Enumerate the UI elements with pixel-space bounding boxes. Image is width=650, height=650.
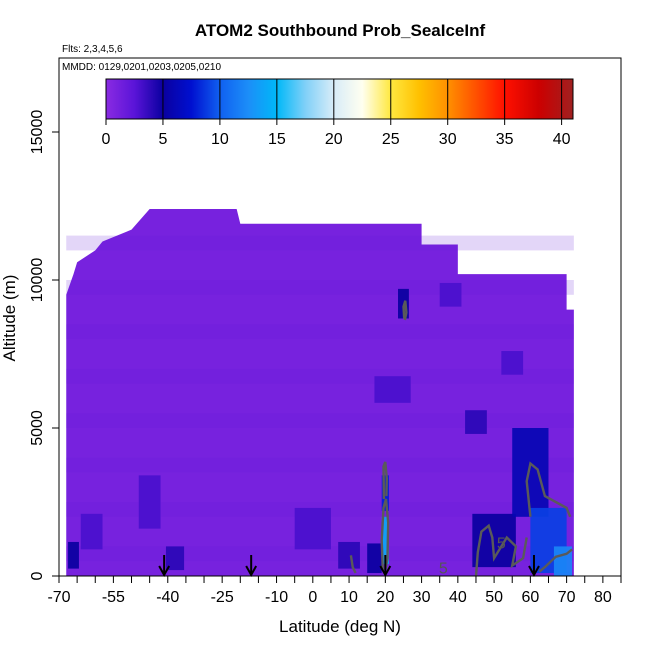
- colorbar: [106, 79, 573, 119]
- contour-lines: 55: [349, 300, 573, 578]
- flight-markers: [158, 555, 540, 578]
- field-cell: [439, 282, 462, 307]
- colorbar-tick-label: 25: [382, 131, 400, 148]
- field-cell: [338, 541, 360, 569]
- field-cell: [501, 351, 524, 375]
- y-axis: 0 5000 10000 15000: [29, 110, 59, 580]
- colorbar-tick-label: 5: [158, 131, 167, 148]
- field-cell: [165, 546, 185, 571]
- x-tick-label: -70: [47, 589, 70, 606]
- colorbar-tick-label: 10: [211, 131, 229, 148]
- field-cell: [68, 541, 79, 569]
- x-tick-label: -10: [265, 589, 288, 606]
- contour-label: 5: [439, 561, 448, 578]
- y-tick-label: 5000: [29, 410, 46, 446]
- flights-subtitle: Flts: 2,3,4,5,6: [62, 44, 123, 55]
- x-tick-label: 20: [376, 589, 394, 606]
- field-cell: [465, 410, 487, 434]
- contour-line: [402, 300, 408, 321]
- field-cell: [138, 475, 161, 529]
- field-band: [66, 457, 574, 473]
- colorbar-frame: [105, 78, 574, 120]
- field-band: [66, 324, 574, 340]
- down-arrow-marker: [379, 555, 392, 578]
- x-tick-label: 0: [308, 589, 317, 606]
- chart-title: ATOM2 Southbound Prob_SeaIceInf: [195, 21, 486, 40]
- colorbar-tick-label: 0: [102, 131, 111, 148]
- down-arrow-marker: [245, 555, 258, 578]
- x-tick-label: 60: [521, 589, 539, 606]
- field-cell: [294, 507, 331, 550]
- contour-line: [380, 498, 390, 571]
- y-axis-label: Altitude (m): [0, 275, 19, 362]
- contour-line: [525, 461, 572, 518]
- plot-frame: [58, 57, 622, 577]
- x-tick-label: 30: [413, 589, 431, 606]
- y-tick-label: 10000: [29, 258, 46, 303]
- x-tick-label: -55: [102, 589, 125, 606]
- field-cell: [512, 428, 549, 517]
- contour-line: [538, 548, 573, 573]
- contour-line: [349, 555, 357, 574]
- x-tick-label: 70: [558, 589, 576, 606]
- field-band: [66, 235, 574, 251]
- x-tick-label: 50: [485, 589, 503, 606]
- contour-line: [382, 461, 389, 500]
- heatmap-field: [66, 208, 574, 576]
- field-cell: [367, 543, 382, 574]
- x-tick-label: -25: [211, 589, 234, 606]
- x-tick-label: 40: [449, 589, 467, 606]
- field-band: [66, 413, 574, 428]
- y-tick-label: 0: [29, 571, 46, 580]
- x-axis: -70 -55 -40 -25 -10 0 10 20 30 40 50 60 70 80: [47, 576, 622, 606]
- dates-subtitle: MMDD: 0129,0201,0203,0205,0210: [62, 62, 221, 73]
- down-arrow-marker: [528, 555, 540, 578]
- field-cell: [80, 513, 103, 550]
- field-cell: [381, 516, 389, 565]
- field-cell: [374, 376, 411, 403]
- y-tick-label: 15000: [29, 110, 46, 155]
- colorbar-tick-label: 20: [325, 131, 343, 148]
- x-tick-label: 10: [340, 589, 358, 606]
- field-band: [66, 280, 574, 295]
- down-arrow-marker: [158, 555, 171, 578]
- colorbar-tick-label: 15: [268, 131, 286, 148]
- contour-line: [474, 523, 528, 576]
- x-tick-label: -40: [156, 589, 179, 606]
- x-axis-label: Latitude (deg N): [279, 617, 401, 636]
- field-band: [66, 546, 574, 562]
- x-tick-label: 80: [594, 589, 612, 606]
- contour-label: 5: [497, 535, 506, 552]
- field-band: [66, 368, 574, 384]
- colorbar-tick-label: 30: [439, 131, 457, 148]
- colorbar-tick-label: 35: [496, 131, 514, 148]
- colorbar-tick-label: 40: [553, 131, 571, 148]
